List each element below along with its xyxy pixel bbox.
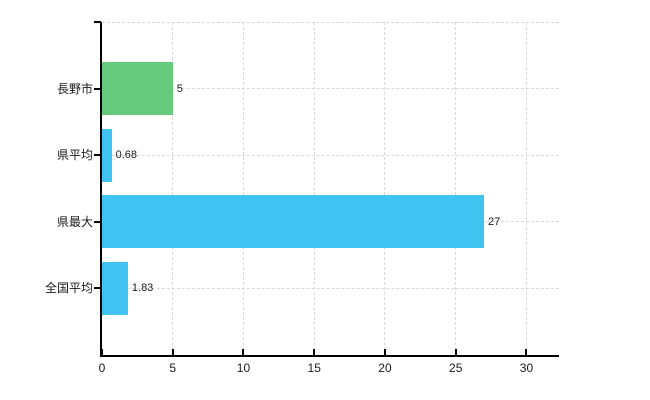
x-tick-label: 25	[449, 361, 463, 375]
y-axis-labels: 長野市県平均県最大全国平均	[0, 22, 93, 355]
gridline-horizontal	[102, 22, 559, 23]
y-axis-label: 全国平均	[44, 281, 93, 296]
gridline-vertical	[455, 22, 457, 355]
x-tick-label: 30	[519, 361, 534, 375]
y-axis-tick	[94, 287, 101, 290]
y-axis-line	[100, 22, 102, 357]
bar-value-label: 1.83	[131, 282, 154, 295]
x-axis-tick	[242, 349, 245, 355]
x-tick-label: 10	[236, 361, 251, 375]
x-axis-tick	[313, 349, 316, 355]
x-axis-tick	[171, 349, 174, 355]
gridline-vertical	[525, 22, 527, 355]
bar-1	[102, 128, 112, 182]
bar-value-label: 5	[176, 82, 183, 95]
gridline-vertical	[242, 22, 244, 355]
x-tick-label: 15	[307, 361, 321, 375]
y-axis-label: 県平均	[56, 148, 93, 163]
y-axis-tick	[94, 220, 101, 223]
x-axis-tick	[383, 349, 386, 355]
y-axis-label: 県最大	[56, 214, 93, 229]
gridline-horizontal	[102, 287, 559, 289]
bar-3	[102, 261, 128, 315]
gridline-vertical	[172, 22, 174, 355]
gridline-horizontal	[102, 88, 559, 90]
bar-value-label: 0.68	[115, 149, 138, 162]
x-axis-tick	[101, 349, 103, 355]
plot-area: 5 0.68 27 1.83	[101, 22, 559, 355]
bar-0	[102, 62, 173, 116]
x-axis-line	[100, 355, 559, 357]
x-tick-label: 20	[378, 361, 392, 375]
x-axis-tick	[525, 349, 528, 355]
x-tick-label: 0	[98, 361, 106, 375]
y-axis-tick	[94, 87, 101, 90]
y-axis-tick	[94, 154, 101, 157]
x-axis-tick	[454, 349, 457, 355]
gridline-horizontal	[102, 154, 559, 156]
x-tick-label: 5	[169, 361, 177, 375]
gridline-vertical	[313, 22, 315, 355]
x-axis-labels: 0 5 10 15 20 25 30	[98, 360, 559, 380]
bar-2	[102, 195, 484, 249]
y-axis-tick	[94, 21, 101, 23]
y-axis-label: 長野市	[56, 81, 93, 96]
bar-value-label: 27	[488, 215, 501, 228]
gridline-vertical	[384, 22, 386, 355]
